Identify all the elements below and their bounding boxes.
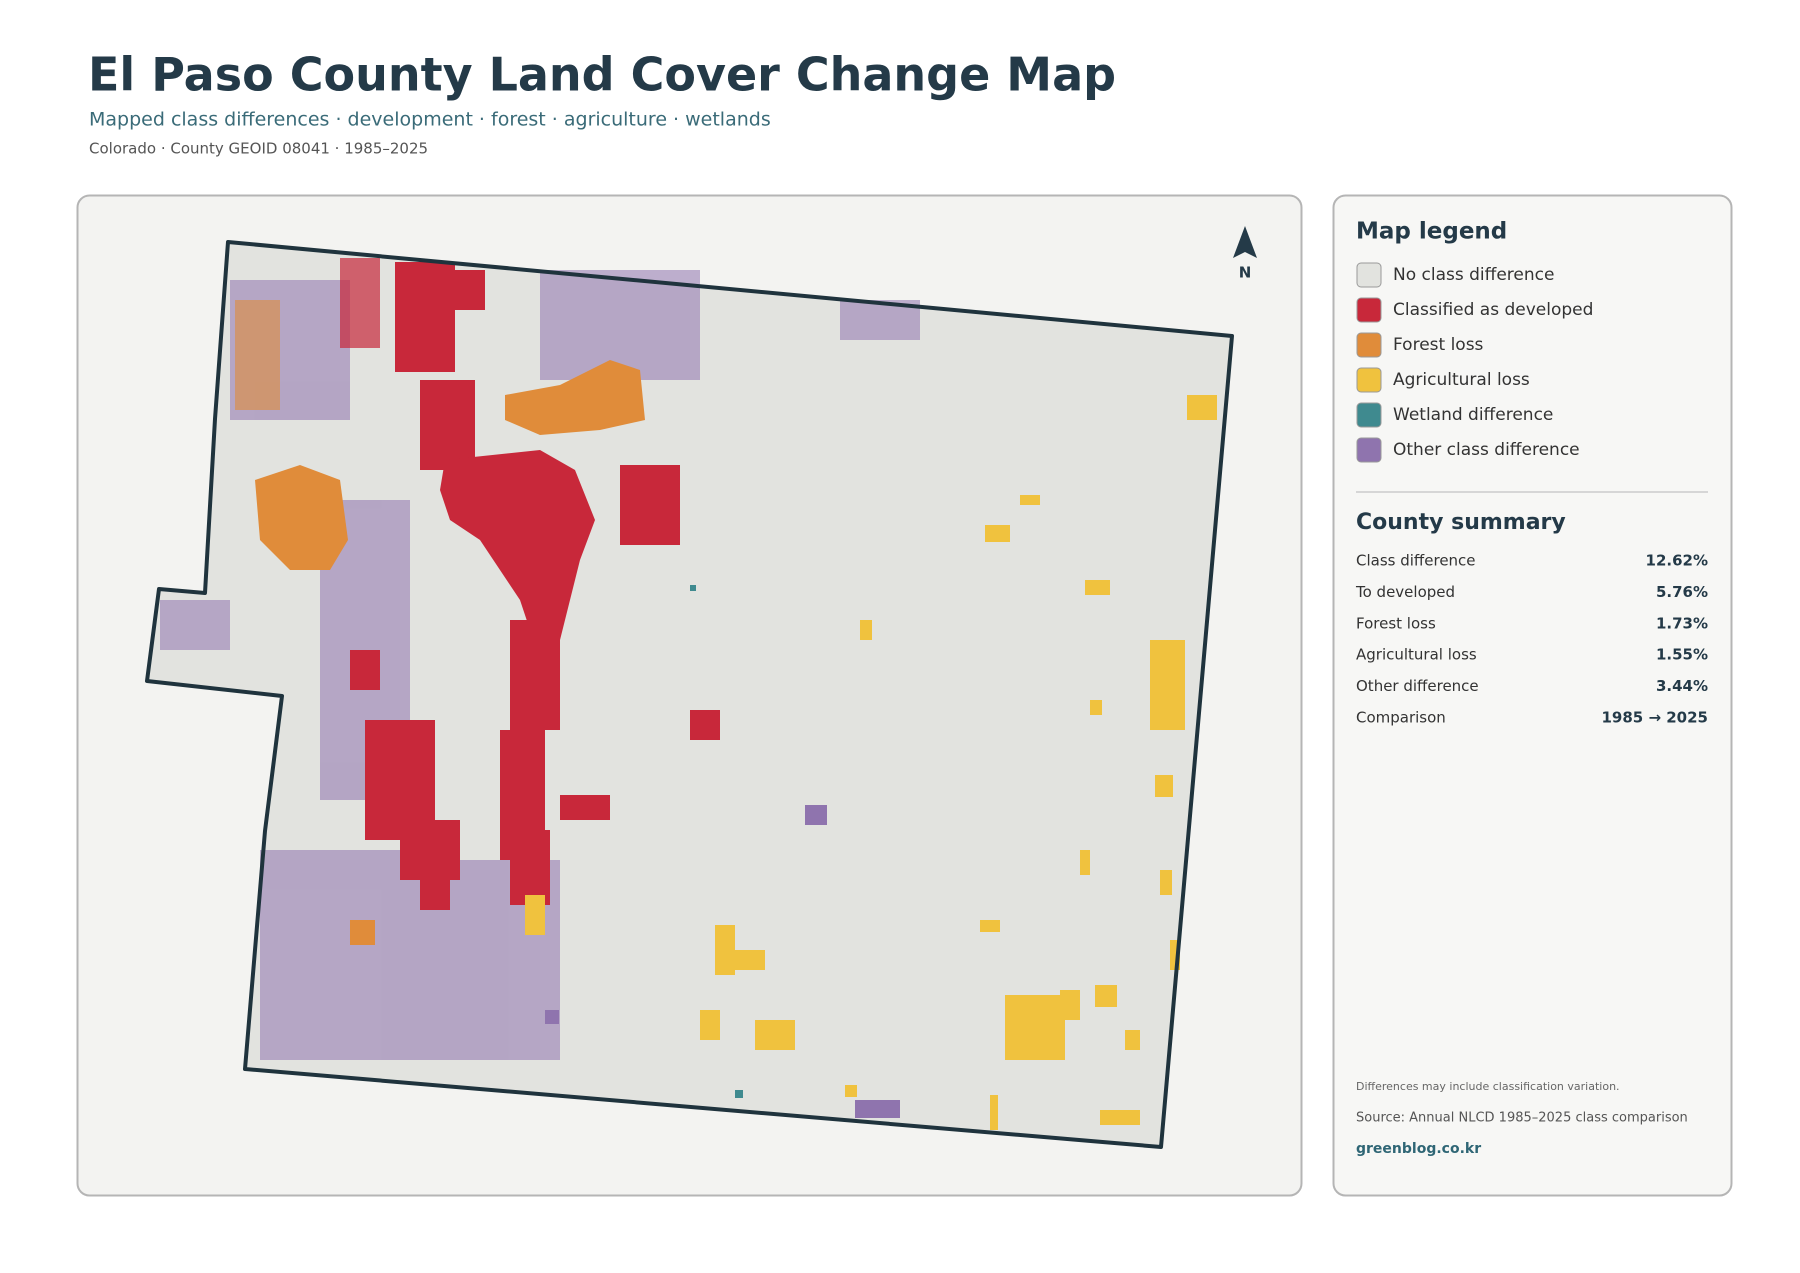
legend-swatch [1356, 297, 1382, 323]
legend-swatch [1356, 367, 1382, 393]
summary-value: 1.73% [1656, 614, 1708, 632]
footnote: Differences may include classification v… [1356, 1080, 1620, 1093]
source: Source: Annual NLCD 1985–2025 class comp… [1356, 1111, 1688, 1126]
summary-label: Agricultural loss [1356, 646, 1477, 664]
other-difference-patches [545, 805, 900, 1118]
map: N [145, 226, 1257, 1149]
legend-label: Other class difference [1393, 440, 1580, 460]
summary-value: 12.62% [1646, 552, 1708, 570]
county-boundary [145, 240, 1234, 1149]
title: El Paso County Land Cover Change Map [88, 48, 1116, 102]
forest-loss-areas [235, 300, 645, 945]
north-label: N [1239, 264, 1252, 282]
summary-value: 1985 → 2025 [1601, 709, 1708, 727]
summary-label: Forest loss [1356, 614, 1436, 632]
summary-value: 3.44% [1656, 677, 1708, 695]
meta: Colorado · County GEOID 08041 · 1985–202… [89, 140, 428, 158]
summary-value: 5.76% [1656, 583, 1708, 601]
north-arrow [1233, 226, 1257, 258]
summary-label: Comparison [1356, 709, 1446, 727]
summary-label: Class difference [1356, 552, 1476, 570]
legend-swatch [1356, 437, 1382, 463]
legend-swatch [1356, 332, 1382, 358]
legend-panel [1332, 194, 1733, 1197]
legend-items: No class difference Classified as develop… [1356, 262, 1593, 463]
subtitle: Mapped class differences · development ·… [89, 109, 771, 131]
legend-label: No class difference [1393, 265, 1554, 285]
developed-areas [340, 258, 720, 910]
legend-label: Forest loss [1393, 335, 1484, 355]
legend-swatch [1356, 262, 1382, 288]
legend-title: Map legend [1356, 219, 1507, 245]
legend-label: Classified as developed [1393, 300, 1593, 320]
legend-label: Wetland difference [1393, 405, 1553, 425]
summary-label: To developed [1355, 583, 1455, 601]
summary-label: Other difference [1356, 677, 1479, 695]
agricultural-loss-areas [525, 395, 1217, 1130]
site-link[interactable]: greenblog.co.kr [1356, 1141, 1481, 1157]
legend-label: Agricultural loss [1393, 370, 1530, 390]
summary-value: 1.55% [1656, 646, 1708, 664]
summary-title: County summary [1356, 510, 1566, 535]
summary-rows: Class difference 12.62% To developed 5.76% F… [1355, 552, 1708, 727]
legend-swatch [1356, 402, 1382, 428]
wetland-patches [690, 585, 743, 1098]
